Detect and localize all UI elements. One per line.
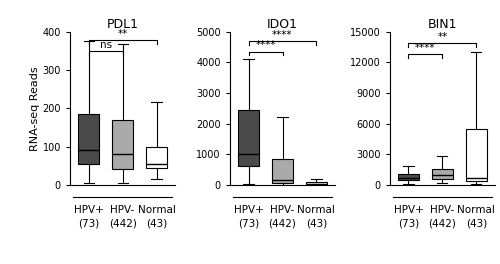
Title: BIN1: BIN1 [428,17,457,31]
PathPatch shape [146,147,167,168]
PathPatch shape [398,173,418,180]
Text: HPV-: HPV- [110,205,134,215]
Text: Normal: Normal [138,205,175,215]
Text: ****: **** [272,30,293,40]
Text: (73): (73) [78,219,100,228]
Text: ****: **** [415,43,436,53]
Text: (442): (442) [108,219,136,228]
PathPatch shape [272,159,292,183]
Title: IDO1: IDO1 [267,17,298,31]
Text: Normal: Normal [298,205,336,215]
Text: **: ** [118,29,128,39]
PathPatch shape [432,169,452,179]
Text: (442): (442) [268,219,296,228]
Text: **: ** [438,32,448,42]
Text: Normal: Normal [458,205,496,215]
Text: (43): (43) [466,219,487,228]
Text: (73): (73) [238,219,259,228]
Text: HPV-: HPV- [270,205,294,215]
Text: HPV+: HPV+ [234,205,264,215]
Text: (43): (43) [306,219,327,228]
PathPatch shape [112,120,133,169]
Text: (73): (73) [398,219,419,228]
Text: ns: ns [100,40,112,50]
PathPatch shape [78,114,99,164]
PathPatch shape [306,182,326,185]
Y-axis label: RNA-seq Reads: RNA-seq Reads [30,66,40,150]
PathPatch shape [466,129,486,181]
Text: HPV-: HPV- [430,205,454,215]
Text: ****: **** [256,40,276,50]
Text: HPV+: HPV+ [394,205,424,215]
PathPatch shape [238,110,258,166]
Text: HPV+: HPV+ [74,205,104,215]
Title: PDL1: PDL1 [106,17,138,31]
Text: (442): (442) [428,219,456,228]
Text: (43): (43) [146,219,167,228]
